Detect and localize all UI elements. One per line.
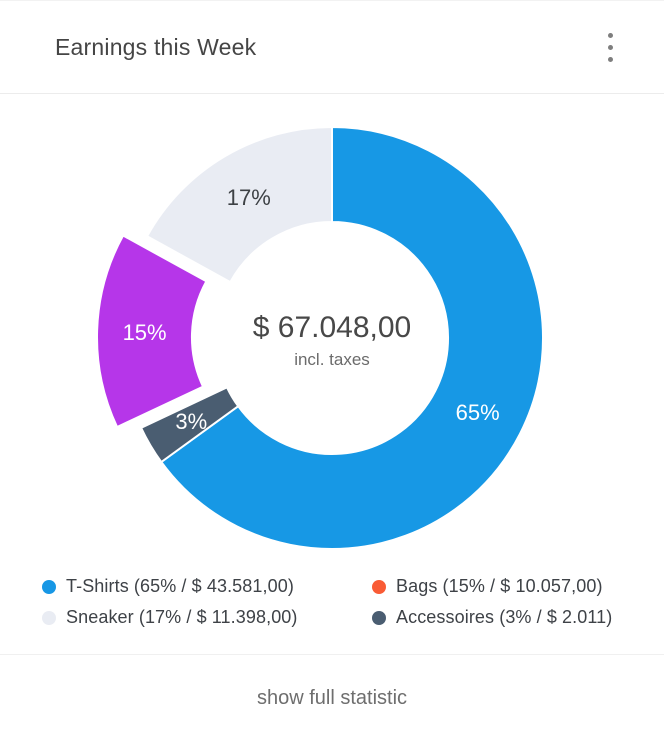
- donut-slice-accessoires[interactable]: [139, 386, 240, 464]
- card-footer: show full statistic: [0, 655, 664, 710]
- donut-slice-bags[interactable]: [96, 234, 208, 429]
- legend-label: Sneaker (17% / $ 11.398,00): [66, 607, 298, 627]
- legend-item[interactable]: Sneaker (17% / $ 11.398,00): [42, 607, 372, 628]
- legend-dot-icon: [372, 610, 386, 625]
- kebab-dot: [608, 44, 613, 50]
- slice-percent-label: 3%: [175, 409, 207, 434]
- legend-label: Accessoires (3% / $ 2.011): [396, 607, 613, 627]
- legend-item[interactable]: T-Shirts (65% / $ 43.581,00): [42, 576, 372, 597]
- center-amount: $ 67.048,00: [253, 311, 411, 344]
- kebab-dot: [608, 56, 613, 62]
- show-full-statistic-link[interactable]: show full statistic: [256, 687, 408, 709]
- legend-dot-icon: [42, 579, 56, 594]
- chart-area: 65% 3% 15% 17% $ 67.048,00 incl. taxes: [0, 96, 664, 566]
- slice-percent-label: 65%: [456, 400, 500, 425]
- legend-item[interactable]: Bags (15% / $ 10.057,00): [372, 576, 664, 597]
- card-title: Earnings this Week: [55, 33, 257, 60]
- legend-dot-icon: [42, 610, 56, 625]
- donut-slices: 65% 3% 15% 17%: [96, 125, 544, 550]
- kebab-dot: [608, 32, 613, 38]
- center-note: incl. taxes: [294, 350, 370, 369]
- footer-divider: [0, 654, 664, 655]
- slice-percent-label: 17%: [227, 185, 271, 210]
- donut-slice-t-shirts[interactable]: [159, 125, 544, 550]
- kebab-menu-icon[interactable]: [600, 25, 621, 70]
- legend-item[interactable]: Accessoires (3% / $ 2.011): [372, 607, 664, 628]
- legend-label: Bags (15% / $ 10.057,00): [396, 576, 603, 596]
- legend-label: T-Shirts (65% / $ 43.581,00): [66, 576, 294, 596]
- card-header: Earnings this Week: [0, 1, 664, 94]
- donut-slice-sneaker[interactable]: [145, 125, 333, 284]
- legend-dot-icon: [372, 579, 386, 594]
- donut-chart[interactable]: 65% 3% 15% 17% $ 67.048,00 incl. taxes: [0, 96, 664, 566]
- slice-percent-label: 15%: [123, 320, 167, 345]
- chart-legend: T-Shirts (65% / $ 43.581,00) Bags (15% / …: [0, 576, 664, 628]
